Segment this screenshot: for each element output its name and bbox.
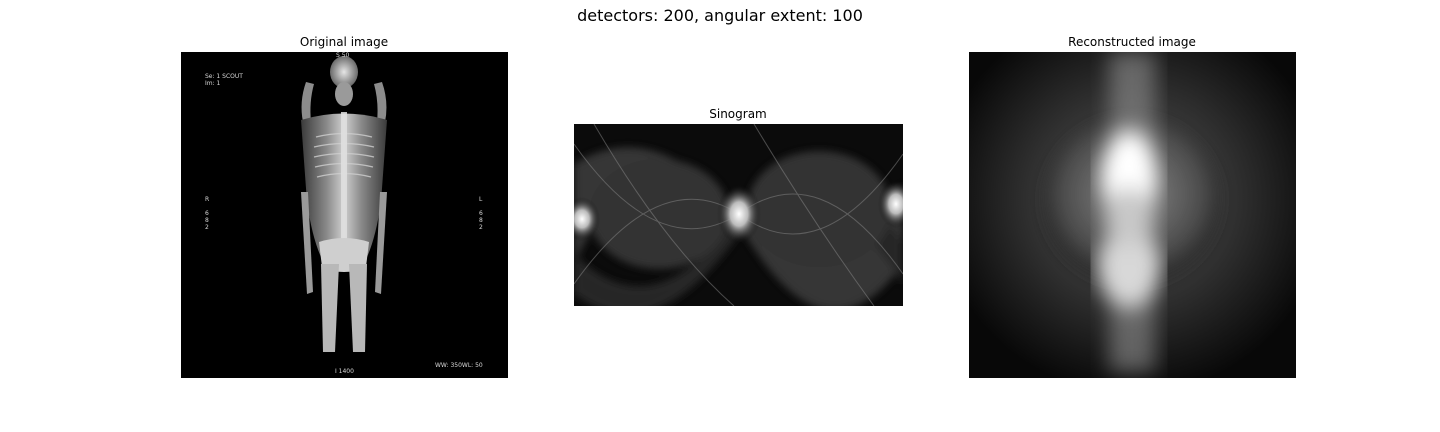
overlay-right-digit-2: 8 (205, 217, 209, 224)
overlay-bottom-center: I 1400 (335, 368, 354, 375)
xray-body-graphic (301, 56, 387, 352)
sinogram-panel (574, 124, 903, 306)
sinogram-graphic (574, 124, 903, 306)
overlay-image-number: Im: 1 (205, 80, 221, 87)
overlay-right-digit-1: 6 (205, 210, 209, 217)
reconstructed-image-panel (969, 52, 1296, 378)
overlay-left-digit-1: 6 (479, 210, 483, 217)
overlay-left-digit-3: 2 (479, 224, 483, 231)
figure-title: detectors: 200, angular extent: 100 (577, 6, 863, 25)
reconstruction-graphic (969, 52, 1296, 378)
overlay-window-level: WW: 350WL: 50 (435, 362, 483, 369)
overlay-right-digit-3: 2 (205, 224, 209, 231)
sinogram-title: Sinogram (709, 107, 767, 121)
original-image-title: Original image (299, 35, 389, 49)
overlay-left-digit-2: 8 (479, 217, 483, 224)
overlay-top-center: S 50 (336, 52, 350, 59)
original-image-panel: S 50 Se: 1 SCOUT Im: 1 R 6 8 2 L 6 8 2 I… (181, 52, 508, 378)
overlay-left-letter: L (479, 196, 483, 203)
overlay-series: Se: 1 SCOUT (205, 73, 243, 80)
reconstructed-image-title: Reconstructed image (1068, 35, 1196, 49)
overlay-right-letter: R (205, 196, 210, 203)
